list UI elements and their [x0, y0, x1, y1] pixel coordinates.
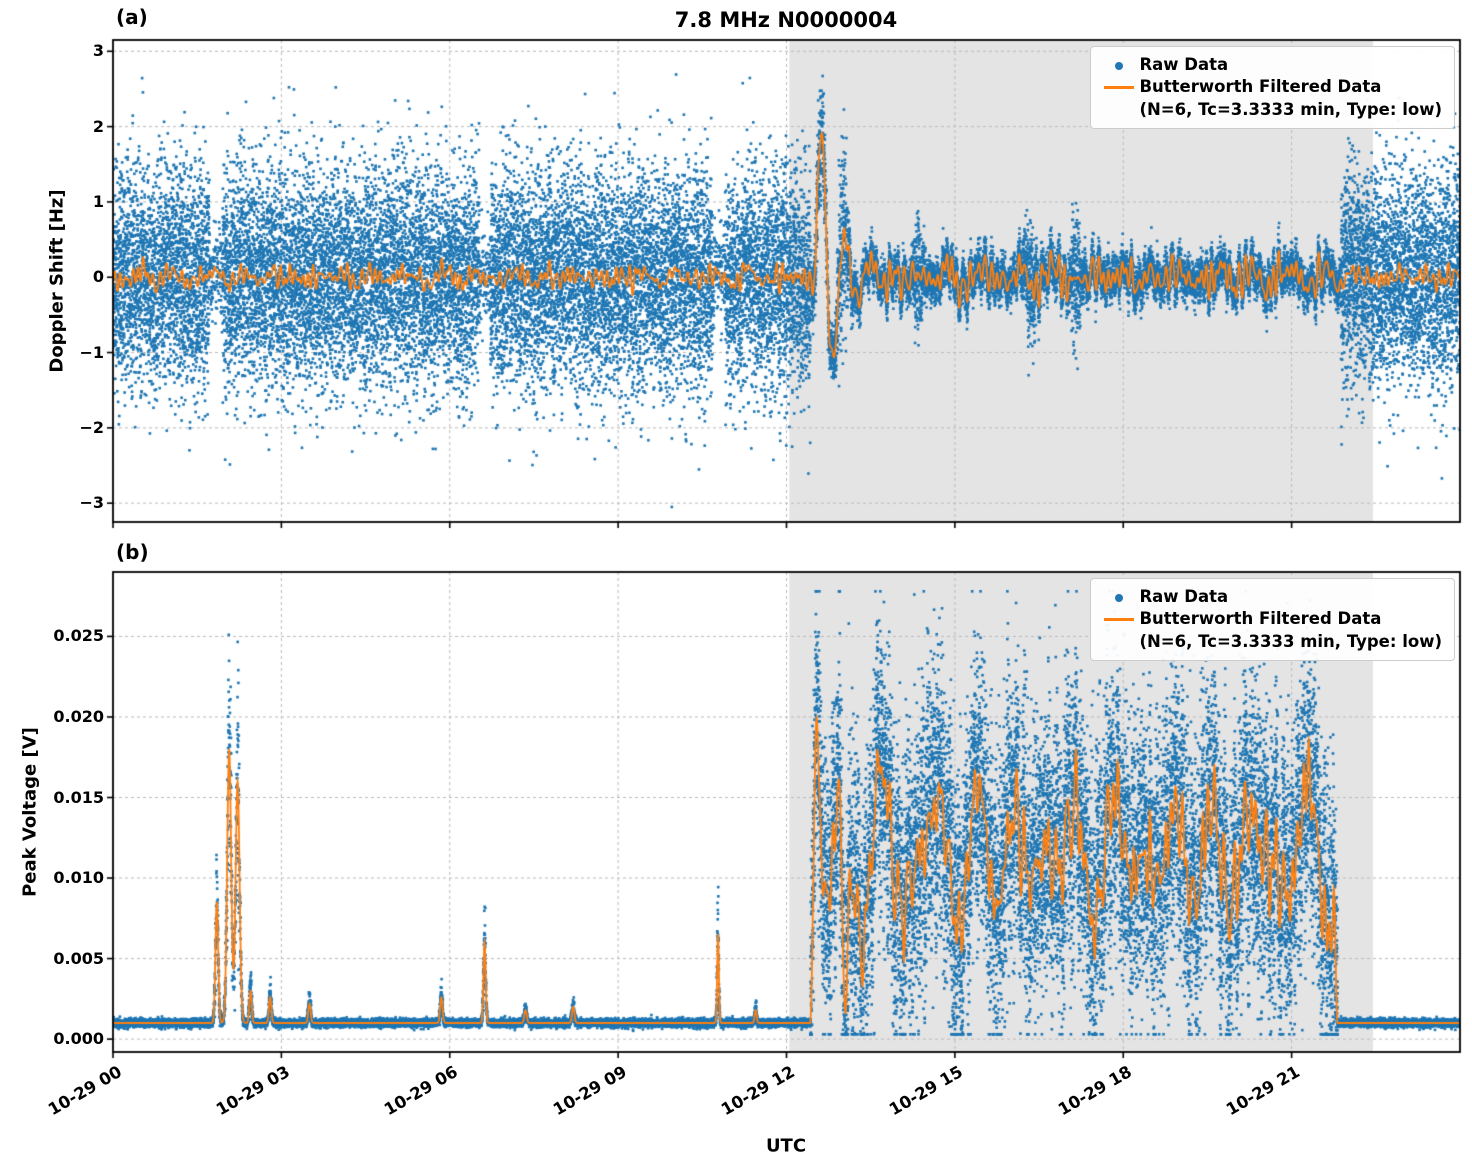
legend-row-raw: Raw Data	[1099, 586, 1442, 608]
y-tick-label: 0.015	[53, 787, 104, 807]
legend-filtered-sublabel: (N=6, Tc=3.3333 min, Type: low)	[1139, 631, 1442, 651]
legend-filtered-sublabel: (N=6, Tc=3.3333 min, Type: low)	[1139, 99, 1442, 119]
figure-title: 7.8 MHz N0000004	[674, 8, 898, 32]
panel-a-label: (a)	[116, 5, 148, 29]
y-tick-label: 1	[92, 191, 104, 211]
y-tick-label: 0.020	[53, 706, 104, 726]
y-tick-label: 0.005	[53, 948, 104, 968]
legend-panel-a: Raw Data Butterworth Filtered Data (N=6,…	[1090, 46, 1455, 129]
legend-filtered-label: Butterworth Filtered Data	[1139, 77, 1382, 97]
y-tick-label: −2	[79, 417, 104, 437]
y-tick-label: −1	[79, 342, 104, 362]
y-tick-label: 3	[92, 41, 104, 61]
y-tick-label: −3	[79, 493, 104, 513]
y-tick-label: 2	[92, 116, 104, 136]
x-axis-label: UTC	[765, 1135, 807, 1157]
y-tick-label: 0	[92, 267, 104, 287]
raw-data-marker-icon	[1115, 62, 1124, 70]
y-tick-label: 0.010	[53, 868, 104, 888]
y-tick-label: 0.025	[53, 626, 104, 646]
legend-row-filtered: Butterworth Filtered Data (N=6, Tc=3.333…	[1099, 608, 1442, 653]
legend-raw-data-label: Raw Data	[1139, 587, 1229, 606]
raw-data-marker-icon	[1115, 594, 1124, 602]
y-tick-label: 0.000	[53, 1029, 104, 1049]
filtered-data-marker-icon	[1104, 86, 1135, 90]
legend-panel-b: Raw Data Butterworth Filtered Data (N=6,…	[1090, 578, 1455, 661]
legend-row-filtered: Butterworth Filtered Data (N=6, Tc=3.333…	[1099, 76, 1442, 121]
legend-filtered-label: Butterworth Filtered Data	[1139, 609, 1382, 629]
legend-row-raw: Raw Data	[1099, 54, 1442, 76]
panel-b-label: (b)	[116, 540, 149, 564]
legend-raw-data-label: Raw Data	[1139, 55, 1229, 74]
filtered-data-marker-icon	[1104, 618, 1135, 622]
